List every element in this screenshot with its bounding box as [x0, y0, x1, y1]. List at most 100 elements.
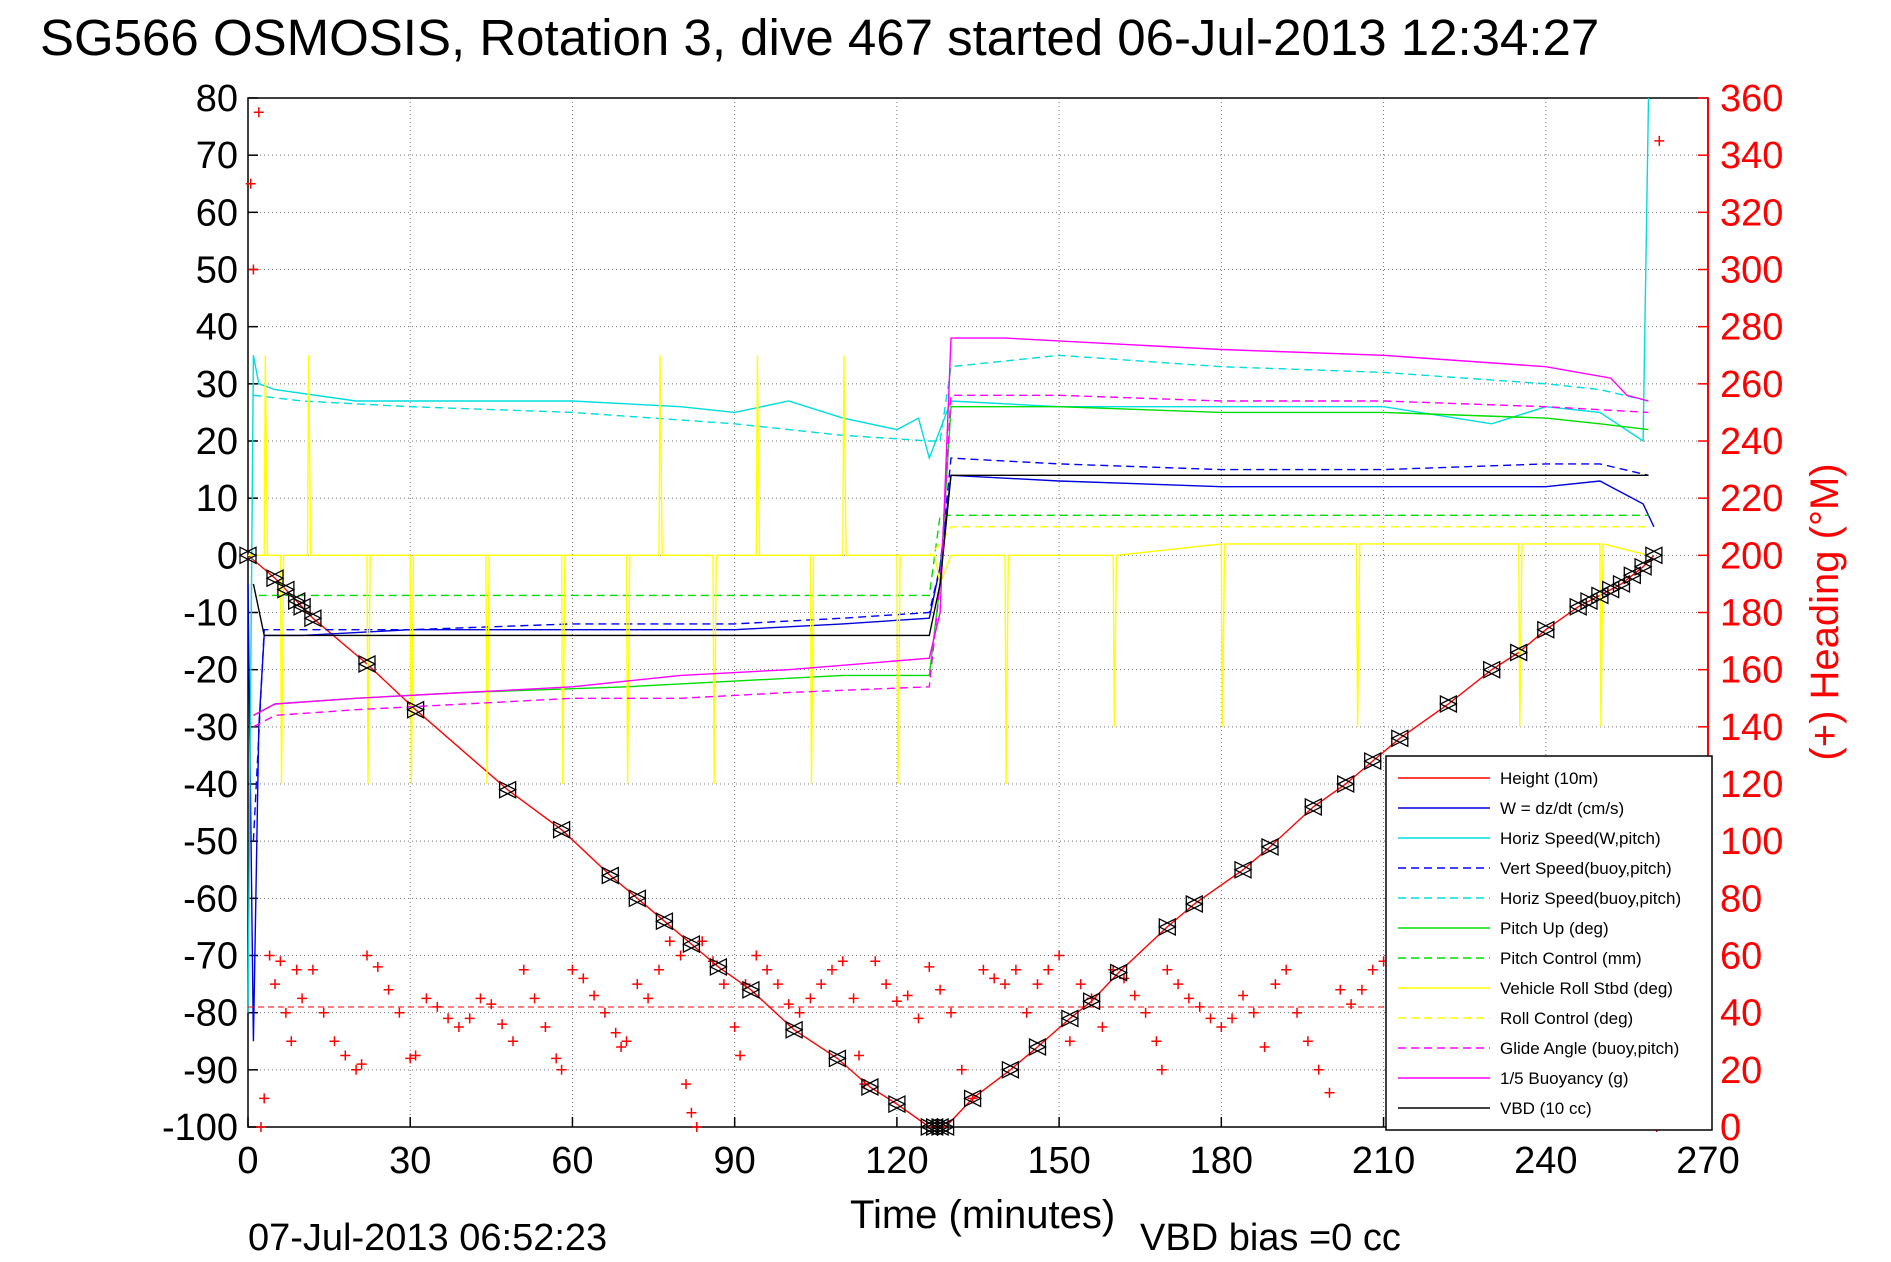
vbd-marker — [1157, 917, 1177, 936]
heading-point — [956, 1064, 967, 1075]
heading-point — [443, 1013, 454, 1024]
heading-point — [253, 107, 264, 118]
heading-point — [837, 956, 848, 967]
vbd-marker — [552, 820, 572, 839]
vbd-marker — [1633, 557, 1653, 576]
heading-point — [297, 993, 308, 1004]
legend-label: Height (10m) — [1500, 769, 1598, 788]
heading-point — [827, 964, 837, 975]
y-right-tick-label: 220 — [1720, 478, 1783, 520]
vbd-marker — [265, 569, 285, 588]
vbd-marker — [925, 1117, 945, 1137]
vbd-marker — [292, 597, 312, 616]
vbd-marker — [1109, 963, 1129, 982]
y-tick-label: 0 — [217, 535, 238, 577]
heading-point — [599, 1007, 610, 1018]
y-right-tick-label: 140 — [1720, 707, 1783, 749]
vbd-marker — [681, 935, 701, 954]
vbd-marker — [600, 866, 620, 885]
y-right-tick-label: 120 — [1720, 764, 1783, 806]
heading-point — [1335, 984, 1346, 995]
y-right-tick-label: 0 — [1720, 1107, 1741, 1149]
heading-point — [729, 1022, 740, 1032]
heading-point — [1129, 990, 1140, 1001]
y-tick-label: -20 — [183, 650, 238, 692]
heading-point — [794, 1007, 805, 1018]
y-tick-label: 40 — [196, 307, 238, 349]
x-tick-label: 180 — [1190, 1140, 1253, 1182]
y-tick-label: -50 — [183, 821, 238, 863]
vbd-marker — [1082, 992, 1102, 1011]
heading-point — [946, 1007, 956, 1018]
y-right-tick-label: 360 — [1720, 78, 1783, 120]
heading-point — [848, 993, 859, 1004]
heading-point — [935, 984, 946, 995]
heading-point — [464, 1013, 475, 1024]
heading-point — [1302, 1036, 1313, 1047]
vbd-marker — [1509, 643, 1529, 662]
vbd-marker — [1336, 774, 1356, 794]
y-right-tick-label: 60 — [1720, 936, 1762, 978]
heading-point — [1173, 979, 1184, 990]
heading-point — [1162, 964, 1173, 975]
heading-point — [340, 1050, 351, 1061]
x-tick-label: 30 — [389, 1140, 431, 1182]
heading-point — [1097, 1022, 1108, 1032]
heading-point — [805, 993, 816, 1004]
heading-point — [675, 950, 686, 961]
series-line — [252, 457, 1649, 842]
heading-point — [751, 950, 762, 961]
heading-point — [1064, 1036, 1075, 1047]
vbd-marker — [1000, 1060, 1020, 1079]
heading-point — [735, 1050, 746, 1061]
vbd-marker — [1184, 894, 1204, 914]
heading-point — [264, 950, 275, 961]
vbd-bias-footer: VBD bias =0 cc — [1140, 1217, 1401, 1259]
heading-point — [286, 1036, 297, 1047]
heading-point — [1156, 1064, 1167, 1075]
vbd-marker — [1536, 620, 1556, 639]
x-tick-label: 270 — [1676, 1140, 1739, 1182]
heading-point — [1021, 1007, 1032, 1018]
heading-point — [540, 1022, 551, 1032]
x-tick-label: 90 — [714, 1140, 756, 1182]
series-line — [253, 406, 1649, 717]
heading-point — [1183, 993, 1194, 1004]
heading-point — [432, 1001, 443, 1012]
y-right-tick-label: 20 — [1720, 1050, 1762, 1092]
heading-point — [508, 1036, 518, 1047]
y-axis-right-label: (+) Heading (°M) — [1803, 463, 1847, 760]
heading-point — [881, 979, 892, 990]
vbd-marker — [1303, 797, 1323, 816]
heading-point — [902, 990, 913, 1001]
heading-point — [410, 1050, 421, 1061]
y-tick-label: 80 — [196, 78, 238, 120]
heading-point — [275, 956, 286, 967]
vbd-marker — [406, 700, 426, 719]
y-right-tick-label: 160 — [1720, 650, 1783, 692]
heading-point — [816, 979, 827, 990]
y-tick-label: -70 — [183, 936, 238, 978]
x-tick-label: 120 — [865, 1140, 928, 1182]
chart-title: SG566 OSMOSIS, Rotation 3, dive 467 star… — [40, 9, 1599, 66]
heading-point — [1119, 973, 1129, 984]
legend-label: VBD (10 cc) — [1500, 1099, 1592, 1118]
vbd-marker — [708, 957, 728, 976]
heading-point — [486, 999, 497, 1010]
vbd-marker — [963, 1089, 983, 1108]
heading-point — [1043, 964, 1054, 975]
vbd-marker — [930, 1117, 950, 1137]
heading-point — [1216, 1022, 1227, 1032]
y-right-tick-label: 260 — [1720, 364, 1783, 406]
heading-point — [891, 996, 902, 1007]
heading-point — [362, 950, 372, 961]
y-tick-label: 10 — [196, 478, 238, 520]
heading-point — [453, 1022, 464, 1032]
legend-label: Vert Speed(buoy,pitch) — [1500, 859, 1672, 878]
heading-point — [854, 1050, 864, 1061]
heading-point — [1000, 979, 1010, 990]
heading-point — [1281, 964, 1292, 975]
heading-point — [518, 964, 529, 975]
heading-point — [497, 1019, 508, 1030]
y-tick-label: -100 — [162, 1107, 238, 1149]
